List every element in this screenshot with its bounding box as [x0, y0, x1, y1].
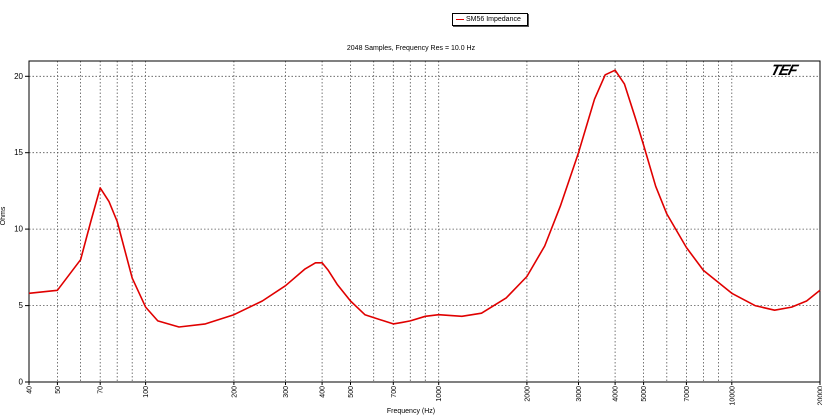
- series-layer: [28, 69, 821, 328]
- x-tick-label: 10000: [729, 386, 736, 406]
- series-line-impedance: [28, 69, 821, 328]
- legend: SM56 Impedance: [452, 13, 528, 26]
- x-tick-label: 50: [55, 386, 62, 394]
- chart-title: 2048 Samples, Frequency Res = 10.0 Hz: [346, 45, 476, 52]
- x-tick-label: 200: [231, 386, 238, 398]
- x-tick-label: 40: [27, 386, 34, 394]
- y-gridlines: [29, 75, 820, 383]
- y-tick-label: 20: [14, 72, 23, 81]
- x-tick-label: 20000: [818, 386, 822, 406]
- plot-frame: [28, 60, 821, 383]
- x-tick-label: 3000: [576, 386, 583, 402]
- y-tick-label: 0: [19, 378, 24, 387]
- x-tick-label: 4000: [613, 386, 620, 402]
- x-axis-label: Frequency (Hz): [386, 408, 436, 415]
- tef-logo: TEF: [768, 62, 799, 79]
- x-tick-label: 500: [348, 386, 355, 398]
- x-tick-labels: 40 50 70 100 200 300 400 500 700 1000 2000 3000 4000…: [27, 382, 822, 405]
- x-tick-label: 300: [283, 386, 290, 398]
- y-tick-label: 5: [19, 301, 24, 310]
- x-tick-label: 7000: [684, 386, 691, 402]
- legend-swatch: [456, 18, 464, 20]
- x-tick-label: 700: [391, 386, 398, 398]
- legend-label: SM56 Impedance: [466, 16, 521, 23]
- x-gridlines: [28, 61, 821, 382]
- y-tick-label: 10: [14, 225, 23, 234]
- y-tick-labels: 0 5 10 15 20: [14, 72, 29, 387]
- y-tick-label: 15: [14, 148, 23, 157]
- x-tick-label: 70: [98, 386, 105, 394]
- x-tick-label: 1000: [436, 386, 443, 402]
- x-tick-label: 2000: [524, 386, 531, 402]
- y-axis-label: Ohms: [0, 206, 7, 226]
- x-tick-label: 100: [143, 386, 150, 398]
- x-tick-label: 400: [320, 386, 327, 398]
- x-tick-label: 5000: [641, 386, 648, 402]
